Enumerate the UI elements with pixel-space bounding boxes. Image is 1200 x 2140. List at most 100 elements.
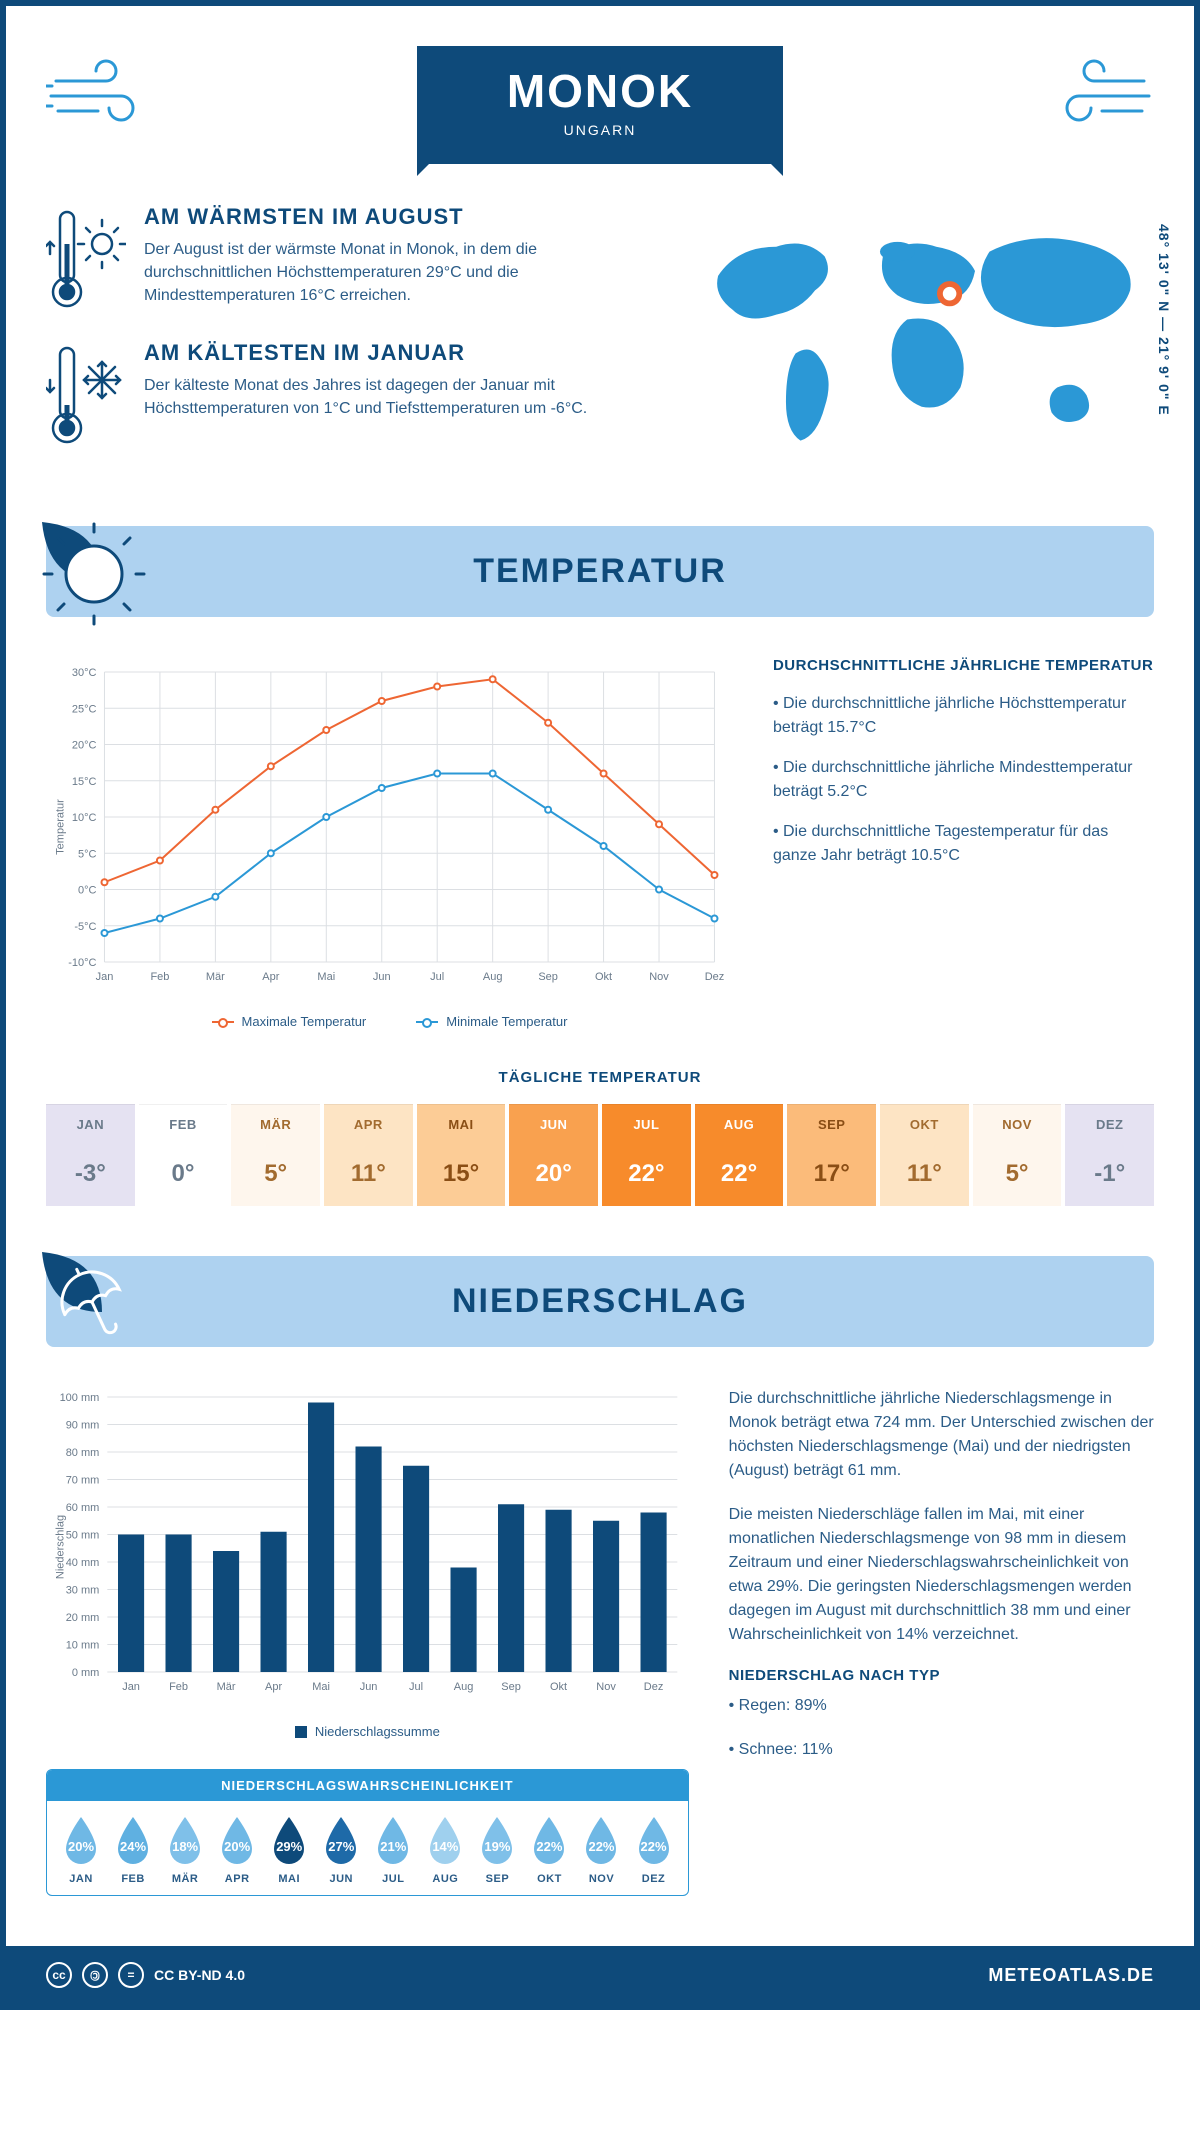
thermometer-cold-icon	[46, 340, 126, 450]
precipitation-heading: NIEDERSCHLAG	[46, 1256, 1154, 1347]
daily-temp-cell: MÄR 5°	[231, 1104, 320, 1206]
temperature-chart: -10°C-5°C0°C5°C10°C15°C20°C25°C30°CJanFe…	[46, 657, 733, 1029]
svg-text:Mai: Mai	[317, 971, 335, 983]
svg-text:Dez: Dez	[705, 971, 725, 983]
precip-type-title: NIEDERSCHLAG NACH TYP	[729, 1667, 1154, 1684]
prob-cell: 22% OKT	[523, 1815, 575, 1885]
raindrop-icon: 19%	[476, 1815, 518, 1867]
prob-cell: 22% NOV	[575, 1815, 627, 1885]
svg-text:Mär: Mär	[217, 1681, 236, 1693]
svg-text:Jul: Jul	[409, 1681, 423, 1693]
daily-temp-cell: DEZ -1°	[1065, 1104, 1154, 1206]
raindrop-icon: 22%	[580, 1815, 622, 1867]
raindrop-icon: 22%	[633, 1815, 675, 1867]
svg-text:30°C: 30°C	[72, 667, 97, 679]
prob-cell: 20% JAN	[55, 1815, 107, 1885]
daily-temp-cell: JUN 20°	[509, 1104, 598, 1206]
top-info: AM WÄRMSTEN IM AUGUST Der August ist der…	[46, 204, 1154, 476]
svg-text:Nov: Nov	[596, 1681, 616, 1693]
temp-bullet: • Die durchschnittliche jährliche Höchst…	[773, 692, 1154, 740]
daily-temp-cell: MAI 15°	[417, 1104, 506, 1206]
legend-max-label: Maximale Temperatur	[242, 1014, 367, 1029]
wind-icon-right	[1044, 56, 1154, 136]
prob-cell: 18% MÄR	[159, 1815, 211, 1885]
svg-text:Okt: Okt	[595, 971, 612, 983]
coldest-block: AM KÄLTESTEN IM JANUAR Der kälteste Mona…	[46, 340, 655, 450]
svg-text:Feb: Feb	[150, 971, 169, 983]
svg-text:80 mm: 80 mm	[66, 1447, 100, 1459]
precip-probability-box: NIEDERSCHLAGSWAHRSCHEINLICHKEIT 20% JAN …	[46, 1769, 689, 1896]
daily-temp-cell: FEB 0°	[139, 1104, 228, 1206]
prob-cell: 24% FEB	[107, 1815, 159, 1885]
svg-text:5°C: 5°C	[78, 848, 97, 860]
footer: cc 🄯 = CC BY-ND 4.0 METEOATLAS.DE	[6, 1946, 1194, 2004]
svg-text:Okt: Okt	[550, 1681, 567, 1693]
precip-para1: Die durchschnittliche jährliche Niedersc…	[729, 1387, 1154, 1483]
daily-temp-cell: JAN -3°	[46, 1104, 135, 1206]
nd-icon: =	[118, 1962, 144, 1988]
umbrella-icon	[42, 1252, 152, 1362]
warmest-block: AM WÄRMSTEN IM AUGUST Der August ist der…	[46, 204, 655, 314]
temp-bullet: • Die durchschnittliche Tagestemperatur …	[773, 820, 1154, 868]
svg-text:Sep: Sep	[501, 1681, 521, 1693]
svg-text:Apr: Apr	[265, 1681, 282, 1693]
header: MONOK UNGARN	[46, 36, 1154, 164]
svg-text:Jan: Jan	[122, 1681, 140, 1693]
svg-text:60 mm: 60 mm	[66, 1502, 100, 1514]
raindrop-icon: 18%	[164, 1815, 206, 1867]
precipitation-summary: Die durchschnittliche jährliche Niedersc…	[729, 1387, 1154, 1896]
by-icon: 🄯	[82, 1962, 108, 1988]
svg-text:70 mm: 70 mm	[66, 1475, 100, 1487]
temp-bullet: • Die durchschnittliche jährliche Mindes…	[773, 756, 1154, 804]
raindrop-icon: 14%	[424, 1815, 466, 1867]
precipitation-chart: 0 mm10 mm20 mm30 mm40 mm50 mm60 mm70 mm8…	[46, 1387, 689, 1739]
svg-text:100 mm: 100 mm	[60, 1392, 100, 1404]
prob-cell: 19% SEP	[471, 1815, 523, 1885]
svg-text:Niederschlag: Niederschlag	[54, 1515, 66, 1579]
world-map: 48° 13' 0" N — 21° 9' 0" E	[689, 204, 1154, 476]
svg-text:Sep: Sep	[538, 971, 558, 983]
prob-cell: 21% JUL	[367, 1815, 419, 1885]
svg-text:20 mm: 20 mm	[66, 1612, 100, 1624]
daily-temp-cell: AUG 22°	[695, 1104, 784, 1206]
temperature-heading-text: TEMPERATUR	[46, 552, 1154, 591]
infographic-frame: MONOK UNGARN	[0, 0, 1200, 2010]
svg-text:-5°C: -5°C	[74, 921, 96, 933]
raindrop-icon: 27%	[320, 1815, 362, 1867]
site-name: METEOATLAS.DE	[988, 1965, 1154, 1986]
svg-text:-10°C: -10°C	[68, 957, 96, 969]
daily-temp-cell: OKT 11°	[880, 1104, 969, 1206]
raindrop-icon: 24%	[112, 1815, 154, 1867]
prob-cell: 29% MAI	[263, 1815, 315, 1885]
legend-min-label: Minimale Temperatur	[446, 1014, 567, 1029]
svg-text:Mai: Mai	[312, 1681, 330, 1693]
svg-text:40 mm: 40 mm	[66, 1557, 100, 1569]
prob-cell: 14% AUG	[419, 1815, 471, 1885]
sun-icon	[42, 522, 152, 632]
precip-legend-label: Niederschlagssumme	[315, 1724, 440, 1739]
svg-text:Feb: Feb	[169, 1681, 188, 1693]
svg-text:15°C: 15°C	[72, 776, 97, 788]
wind-icon-left	[46, 56, 156, 136]
svg-text:30 mm: 30 mm	[66, 1585, 100, 1597]
precip-type-bullet: • Regen: 89%	[729, 1694, 1154, 1718]
license-text: CC BY-ND 4.0	[154, 1967, 245, 1983]
svg-text:Jun: Jun	[360, 1681, 378, 1693]
svg-text:Temperatur: Temperatur	[54, 799, 66, 855]
svg-text:Aug: Aug	[454, 1681, 474, 1693]
raindrop-icon: 22%	[528, 1815, 570, 1867]
prob-cell: 22% DEZ	[628, 1815, 680, 1885]
svg-text:Dez: Dez	[644, 1681, 664, 1693]
daily-temp-cell: NOV 5°	[973, 1104, 1062, 1206]
map-marker-icon	[940, 284, 959, 303]
precip-prob-title: NIEDERSCHLAGSWAHRSCHEINLICHKEIT	[47, 1770, 688, 1801]
daily-temp-cell: SEP 17°	[787, 1104, 876, 1206]
svg-text:Jan: Jan	[96, 971, 114, 983]
svg-text:0 mm: 0 mm	[72, 1667, 100, 1679]
raindrop-icon: 29%	[268, 1815, 310, 1867]
svg-text:Jun: Jun	[373, 971, 391, 983]
raindrop-icon: 20%	[60, 1815, 102, 1867]
svg-text:Nov: Nov	[649, 971, 669, 983]
svg-text:Aug: Aug	[483, 971, 503, 983]
coldest-title: AM KÄLTESTEN IM JANUAR	[144, 340, 655, 366]
